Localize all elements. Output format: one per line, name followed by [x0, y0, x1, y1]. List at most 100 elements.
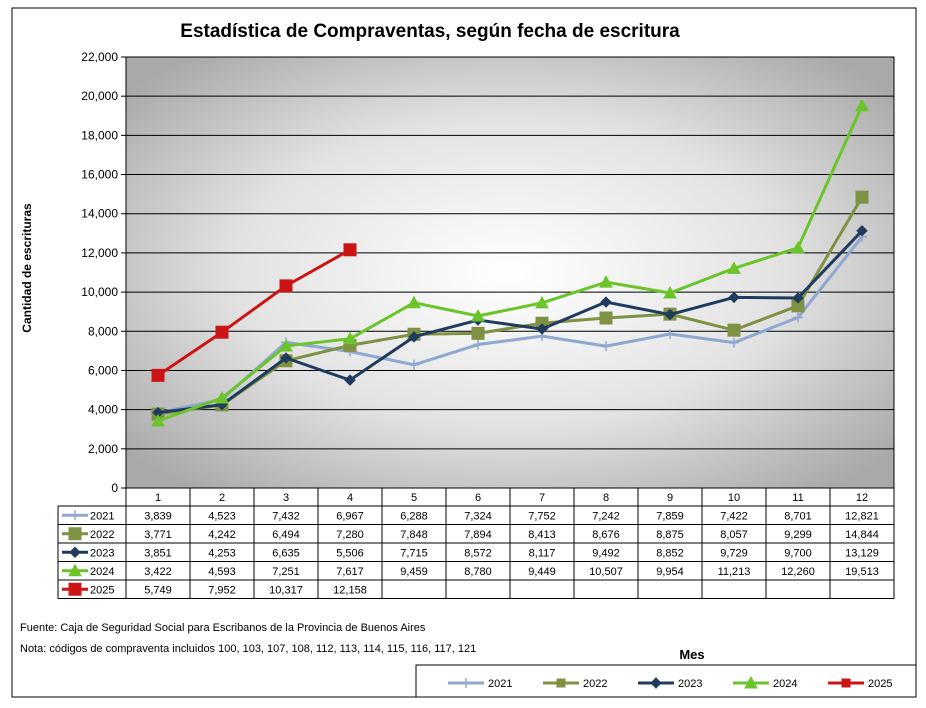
table-cell: 6,967 — [336, 510, 364, 522]
legend-marker — [650, 677, 662, 689]
table-cell: 19,513 — [845, 566, 879, 578]
table-cell: 7,617 — [336, 566, 364, 578]
table-cell: 3,851 — [144, 547, 172, 559]
data-point — [536, 323, 548, 335]
x-axis-label: Mes — [679, 647, 704, 662]
series-line — [157, 235, 864, 415]
table-row: 2023 3,851 4,253 6,635 5,506 7,715 8,572 8,117 9… — [62, 546, 879, 559]
table-series-name: 2021 — [90, 510, 114, 522]
table-cell: 9,459 — [400, 566, 428, 578]
x-tick-label: 4 — [347, 492, 353, 504]
y-tick-label: 4,000 — [88, 403, 118, 417]
legend-marker — [841, 678, 851, 688]
data-point — [280, 352, 292, 364]
data-point — [727, 323, 741, 337]
table-row: 2025 5,749 7,952 10,317 12,158 — [62, 582, 367, 596]
table-cell: 8,701 — [784, 510, 812, 522]
data-point — [344, 374, 356, 386]
legend-marker — [556, 678, 566, 688]
table-cell: 4,523 — [208, 510, 236, 522]
data-point — [599, 275, 613, 288]
table-cell: 8,572 — [464, 547, 492, 559]
data-point — [601, 341, 611, 352]
table-cell: 10,507 — [589, 566, 623, 578]
x-tick-label: 7 — [539, 492, 545, 504]
table-cell: 10,317 — [269, 584, 303, 596]
y-tick-label: 0 — [111, 481, 118, 495]
series-line — [157, 196, 864, 416]
data-point — [473, 339, 483, 350]
legend-item-2024: 2024 — [733, 675, 797, 690]
gridlines — [121, 56, 894, 489]
table-series-name: 2022 — [90, 529, 114, 541]
table-series-name: 2024 — [90, 566, 114, 578]
y-tick-label: 12,000 — [81, 246, 118, 260]
legend-item-2023: 2023 — [638, 677, 702, 690]
y-tick-label: 6,000 — [88, 363, 118, 377]
x-tick-label: 11 — [792, 492, 803, 504]
table-cell: 8,413 — [528, 529, 556, 541]
table-cell: 7,242 — [592, 510, 620, 522]
data-point — [793, 312, 803, 323]
legend-marker — [744, 675, 758, 689]
table-row: 2022 3,771 4,242 6,494 7,280 7,848 7,894 8,413 8… — [62, 527, 879, 541]
legend-label: 2021 — [488, 678, 512, 690]
table-legend-key-marker — [68, 563, 82, 577]
data-point — [151, 368, 165, 382]
data-point — [471, 326, 485, 340]
y-tick-label: 2,000 — [88, 442, 118, 456]
data-point — [856, 225, 868, 237]
data-point — [855, 190, 869, 204]
table-cell: 9,729 — [720, 547, 748, 559]
table-cell: 6,494 — [272, 529, 300, 541]
table-cell: 5,749 — [144, 584, 172, 596]
plot-area — [125, 56, 895, 489]
table-series-name: 2025 — [90, 584, 114, 596]
x-tick-label: 8 — [603, 492, 609, 504]
table-cell: 7,324 — [464, 510, 492, 522]
legend-box — [415, 664, 917, 698]
data-point — [729, 337, 739, 348]
table-cell: 8,057 — [720, 529, 748, 541]
table-cell: 7,848 — [400, 529, 428, 541]
table-cell: 8,117 — [529, 547, 556, 559]
table-legend-key-marker — [70, 510, 80, 521]
x-tick-label: 3 — [283, 492, 289, 504]
table-cell: 9,954 — [656, 566, 684, 578]
x-tick-label: 9 — [667, 492, 673, 504]
table-cell: 4,242 — [208, 529, 236, 541]
data-point — [407, 295, 421, 309]
table-cell: 7,952 — [208, 584, 236, 596]
y-tick-labels: 0 2,000 4,000 6,000 8,000 10,000 12,000 14,000 1… — [81, 50, 118, 495]
series-line — [157, 105, 864, 423]
table-cell: 12,821 — [845, 510, 879, 522]
table-cell: 13,129 — [845, 547, 879, 559]
data-point — [408, 331, 420, 343]
table-cell: 9,299 — [784, 529, 812, 541]
legend: 2021 2022 2023 2024 2025 — [415, 664, 917, 698]
data-point — [664, 308, 676, 321]
table-cell: 7,251 — [272, 566, 300, 578]
data-point — [215, 325, 229, 339]
table-cell: 9,700 — [784, 547, 812, 559]
legend-label: 2023 — [678, 678, 702, 690]
legend-label: 2024 — [773, 678, 797, 690]
y-tick-label: 22,000 — [81, 50, 118, 64]
data-point — [728, 291, 740, 304]
y-axis-label: Cantidad de escrituras — [20, 203, 34, 333]
table-cell: 14,844 — [845, 529, 879, 541]
data-point — [663, 285, 677, 299]
data-point — [471, 308, 485, 322]
table-cell: 8,676 — [592, 529, 620, 541]
x-tick-label: 12 — [856, 492, 868, 504]
legend-item-2021: 2021 — [448, 678, 512, 690]
table-cell: 12,260 — [781, 566, 815, 578]
legend-item-2025: 2025 — [828, 678, 892, 690]
data-point — [409, 359, 419, 370]
data-point — [599, 311, 613, 325]
table-cell: 12,158 — [333, 584, 367, 596]
x-tick-label: 10 — [728, 492, 740, 504]
data-point — [343, 331, 357, 345]
data-point — [665, 329, 675, 340]
